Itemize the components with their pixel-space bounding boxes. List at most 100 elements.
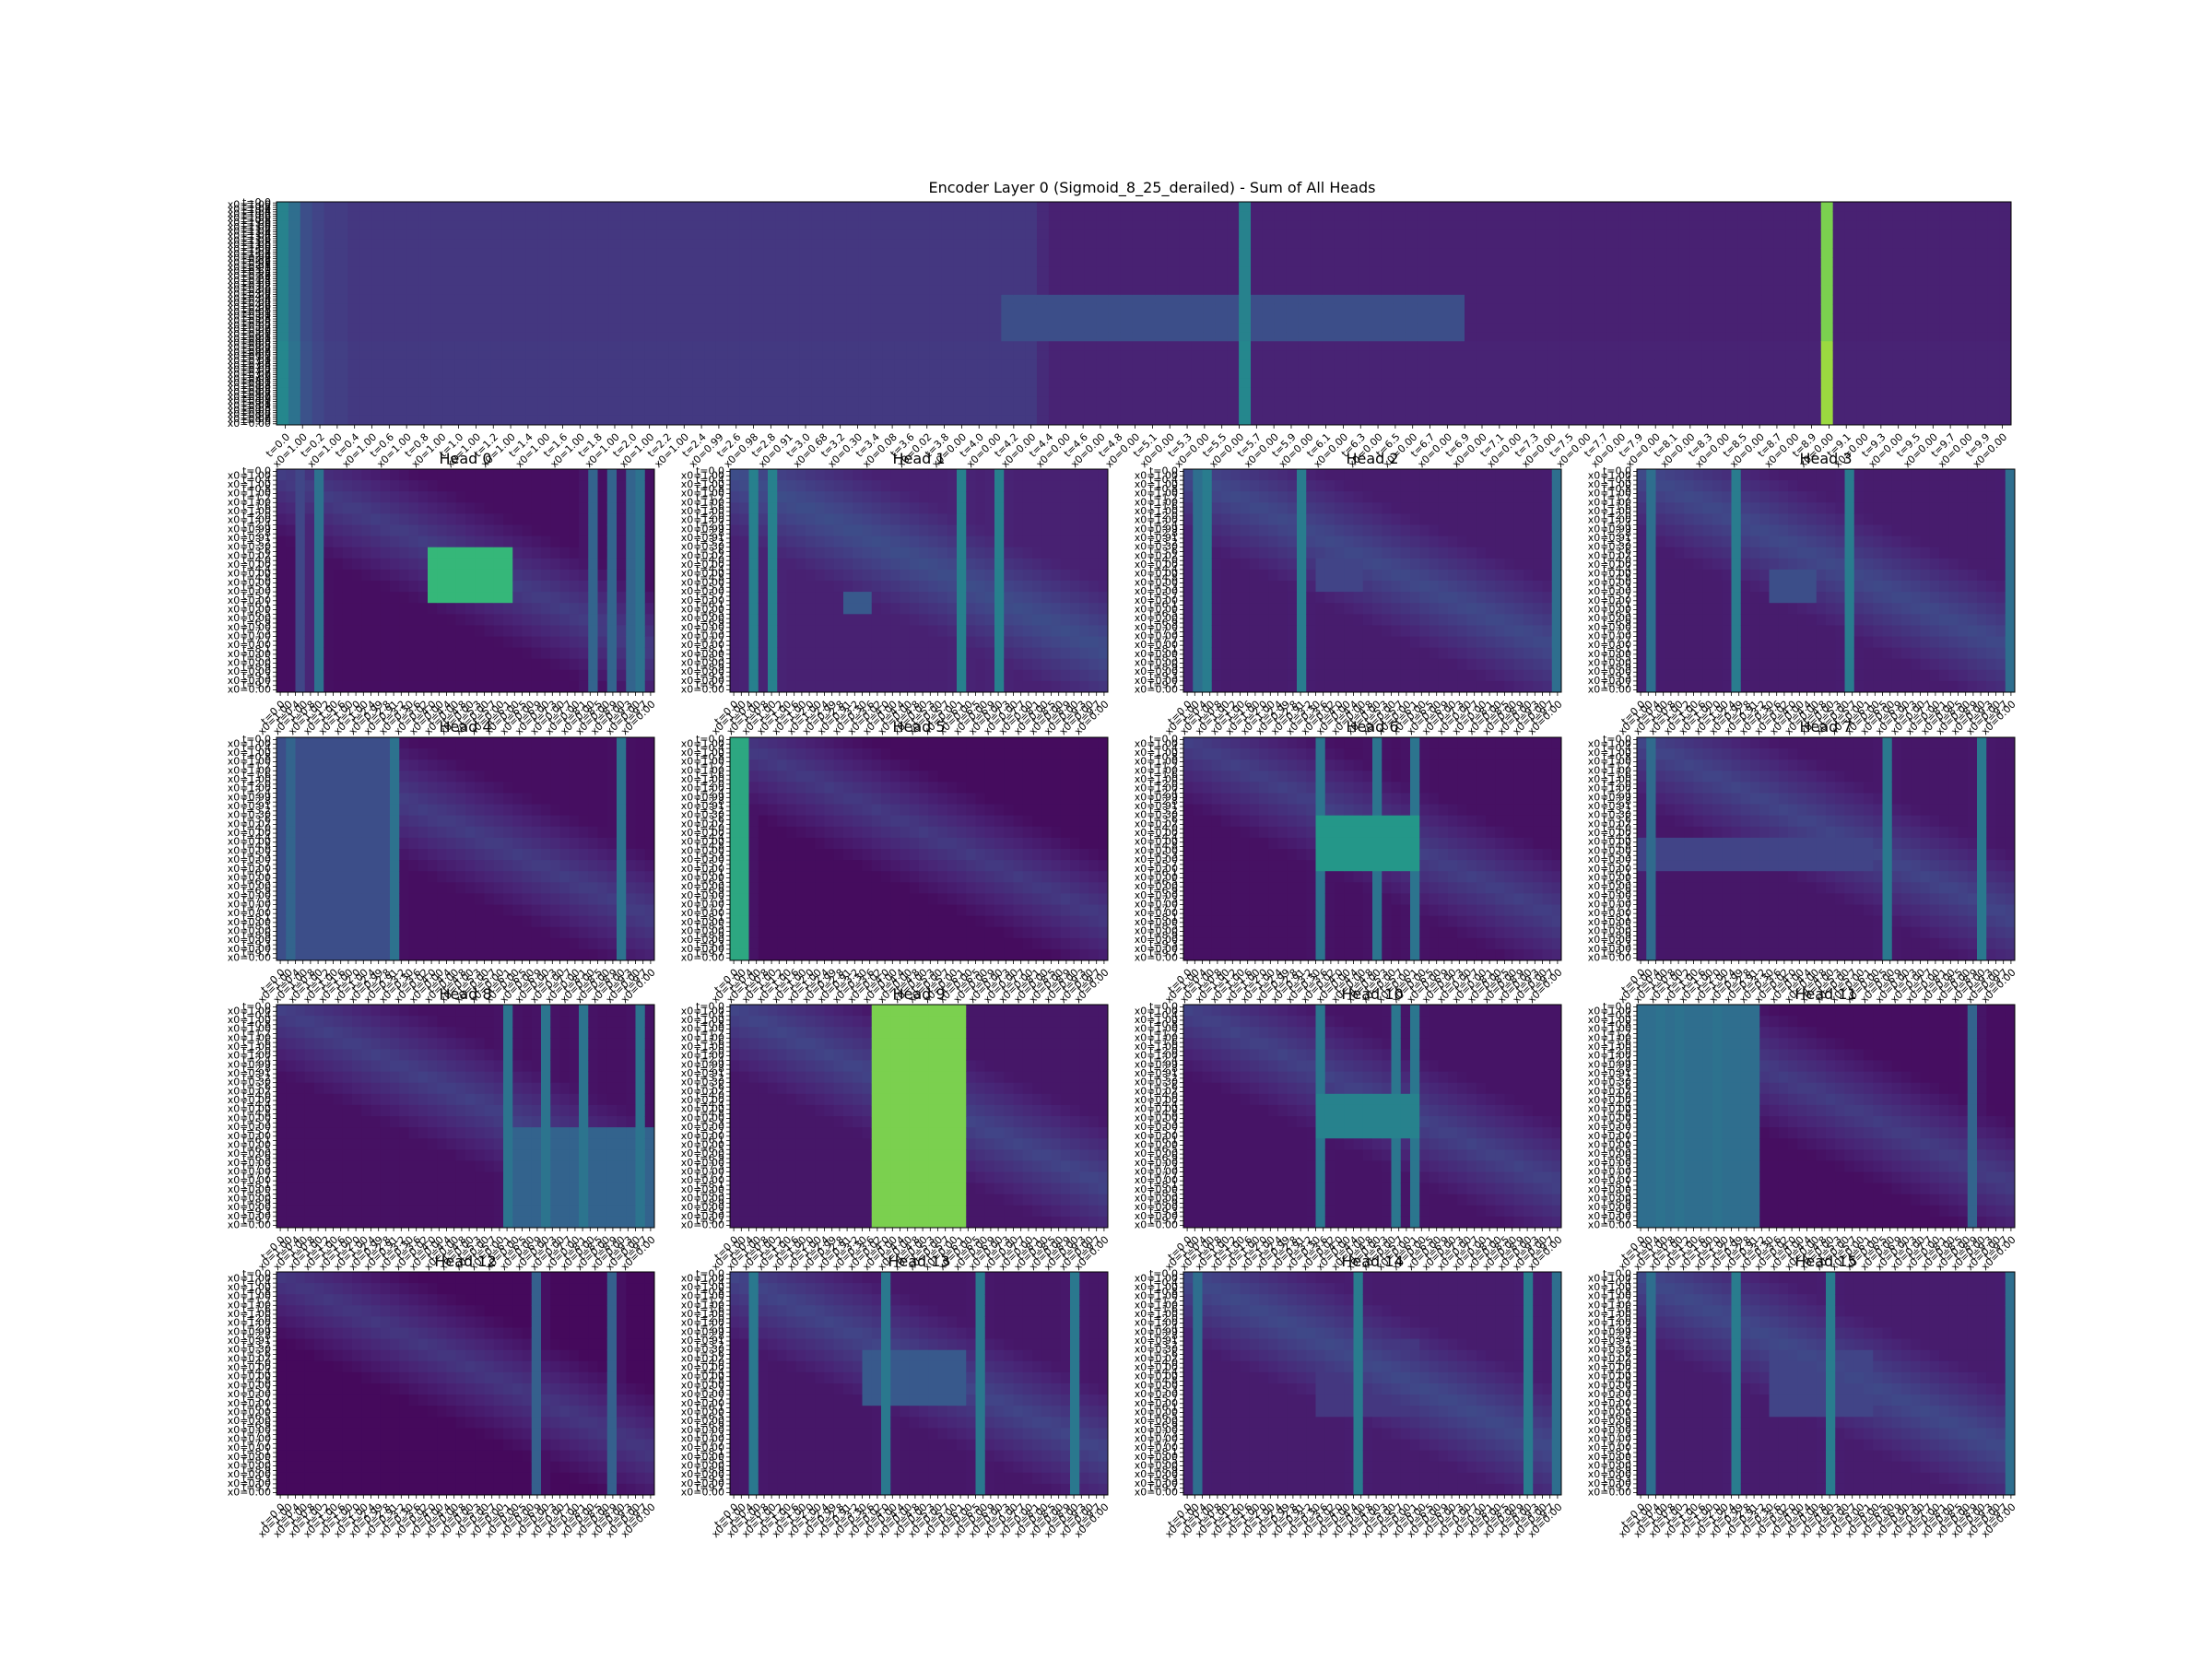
main-heatmap-cell — [1535, 211, 1548, 221]
head-heatmap-cell — [644, 513, 655, 525]
main-heatmap-cell — [324, 294, 336, 305]
main-heatmap-cell — [288, 211, 301, 221]
head-heatmap-cell — [739, 491, 749, 503]
main-heatmap-cell — [704, 406, 717, 417]
main-heatmap-cell — [965, 415, 979, 426]
main-heatmap-cell — [1405, 220, 1418, 230]
main-heatmap-cell — [704, 396, 717, 407]
main-heatmap-cell — [1642, 276, 1655, 287]
main-heatmap-cell — [692, 266, 705, 277]
main-heatmap-cell — [561, 378, 574, 389]
main-heatmap-cell — [680, 266, 693, 277]
main-heatmap-cell — [585, 406, 598, 417]
main-heatmap-cell — [929, 378, 943, 389]
main-heatmap-cell — [656, 359, 669, 370]
main-heatmap-cell — [1820, 323, 1834, 333]
main-heatmap-cell — [1346, 285, 1359, 296]
main-heatmap-cell — [1618, 266, 1632, 277]
head-heatmap-cell — [617, 658, 627, 671]
main-heatmap-cell — [312, 341, 325, 351]
main-heatmap-cell — [1405, 294, 1418, 305]
head-heatmap-cell — [484, 558, 495, 571]
main-heatmap-cell — [1429, 396, 1441, 407]
main-heatmap-cell — [1155, 415, 1169, 426]
main-y-tick-label: x0=0.00 — [228, 328, 271, 340]
main-heatmap-cell — [1298, 276, 1311, 287]
head-heatmap-cell — [361, 502, 371, 514]
main-heatmap-cell — [1856, 323, 1869, 333]
main-heatmap-cell — [1167, 313, 1181, 324]
main-heatmap-cell — [668, 276, 681, 287]
main-heatmap-cell — [1844, 239, 1857, 249]
main-heatmap-cell — [1227, 369, 1240, 380]
head-heatmap-cell — [371, 513, 382, 525]
main-heatmap-cell — [1915, 211, 1929, 221]
main-heatmap-cell — [834, 248, 848, 258]
main-heatmap-cell — [1060, 276, 1074, 287]
head-heatmap-cell — [380, 491, 391, 503]
head-heatmap-cell — [569, 480, 580, 492]
main-heatmap-cell — [704, 350, 717, 360]
head-heatmap-cell — [380, 558, 391, 571]
main-heatmap-cell — [846, 229, 860, 240]
head-heatmap-cell — [588, 513, 598, 525]
main-heatmap-cell — [811, 266, 824, 277]
main-heatmap-cell — [1465, 285, 1477, 296]
main-heatmap-cell — [822, 220, 836, 230]
main-heatmap-cell — [1939, 239, 1953, 249]
main-heatmap-cell — [383, 285, 396, 296]
head-heatmap-cell — [408, 636, 419, 649]
main-heatmap-cell — [941, 369, 955, 380]
main-heatmap-cell — [1559, 332, 1572, 342]
head-heatmap-cell — [512, 636, 523, 649]
main-y-tick-label: t=3.4 — [242, 272, 271, 284]
head-heatmap-cell — [484, 480, 495, 492]
main-heatmap-cell — [680, 406, 693, 417]
main-heatmap-cell — [1796, 239, 1810, 249]
head-heatmap-cell — [408, 603, 419, 615]
main-heatmap-cell — [1832, 406, 1846, 417]
head-heatmap-cell — [428, 614, 438, 626]
main-heatmap-cell — [680, 396, 693, 407]
main-heatmap-cell — [300, 378, 313, 389]
head-heatmap-cell — [768, 469, 778, 481]
main-heatmap-cell — [1951, 396, 1964, 407]
main-heatmap-cell — [799, 239, 812, 249]
main-heatmap-cell — [692, 220, 705, 230]
main-heatmap-cell — [442, 341, 455, 351]
main-heatmap-cell — [324, 239, 336, 249]
main-heatmap-cell — [1334, 350, 1347, 360]
main-heatmap-cell — [620, 303, 634, 314]
main-heatmap-cell — [1606, 396, 1620, 407]
main-heatmap-cell — [1785, 359, 1798, 370]
head-heatmap-cell — [597, 647, 608, 660]
main-heatmap-cell — [1025, 359, 1038, 370]
main-heatmap-cell — [727, 341, 741, 351]
main-heatmap-cell — [1713, 313, 1727, 324]
main-heatmap-cell — [1547, 239, 1560, 249]
head-heatmap-cell — [739, 680, 749, 693]
main-heatmap-cell — [1975, 285, 1988, 296]
main-heatmap-cell — [715, 257, 729, 268]
main-heatmap-cell — [1132, 294, 1145, 305]
main-heatmap-cell — [1025, 341, 1038, 351]
main-heatmap-cell — [1654, 406, 1667, 417]
main-heatmap-cell — [394, 396, 408, 407]
main-heatmap-cell — [1405, 387, 1418, 398]
main-heatmap-cell — [1808, 350, 1822, 360]
main-heatmap-cell — [383, 294, 396, 305]
main-heatmap-cell — [1654, 341, 1667, 351]
main-heatmap-cell — [989, 378, 1002, 389]
main-heatmap-cell — [1820, 229, 1834, 240]
main-heatmap-cell — [1547, 211, 1560, 221]
main-heatmap-cell — [1892, 211, 1905, 221]
main-heatmap-cell — [977, 341, 990, 351]
main-heatmap-cell — [1987, 341, 2000, 351]
main-heatmap-cell — [1286, 220, 1300, 230]
main-heatmap-cell — [1322, 369, 1335, 380]
main-heatmap-cell — [1951, 359, 1964, 370]
main-heatmap-cell — [1618, 350, 1632, 360]
main-heatmap-cell — [692, 202, 705, 212]
main-heatmap-cell — [490, 257, 503, 268]
main-heatmap-cell — [1429, 387, 1441, 398]
